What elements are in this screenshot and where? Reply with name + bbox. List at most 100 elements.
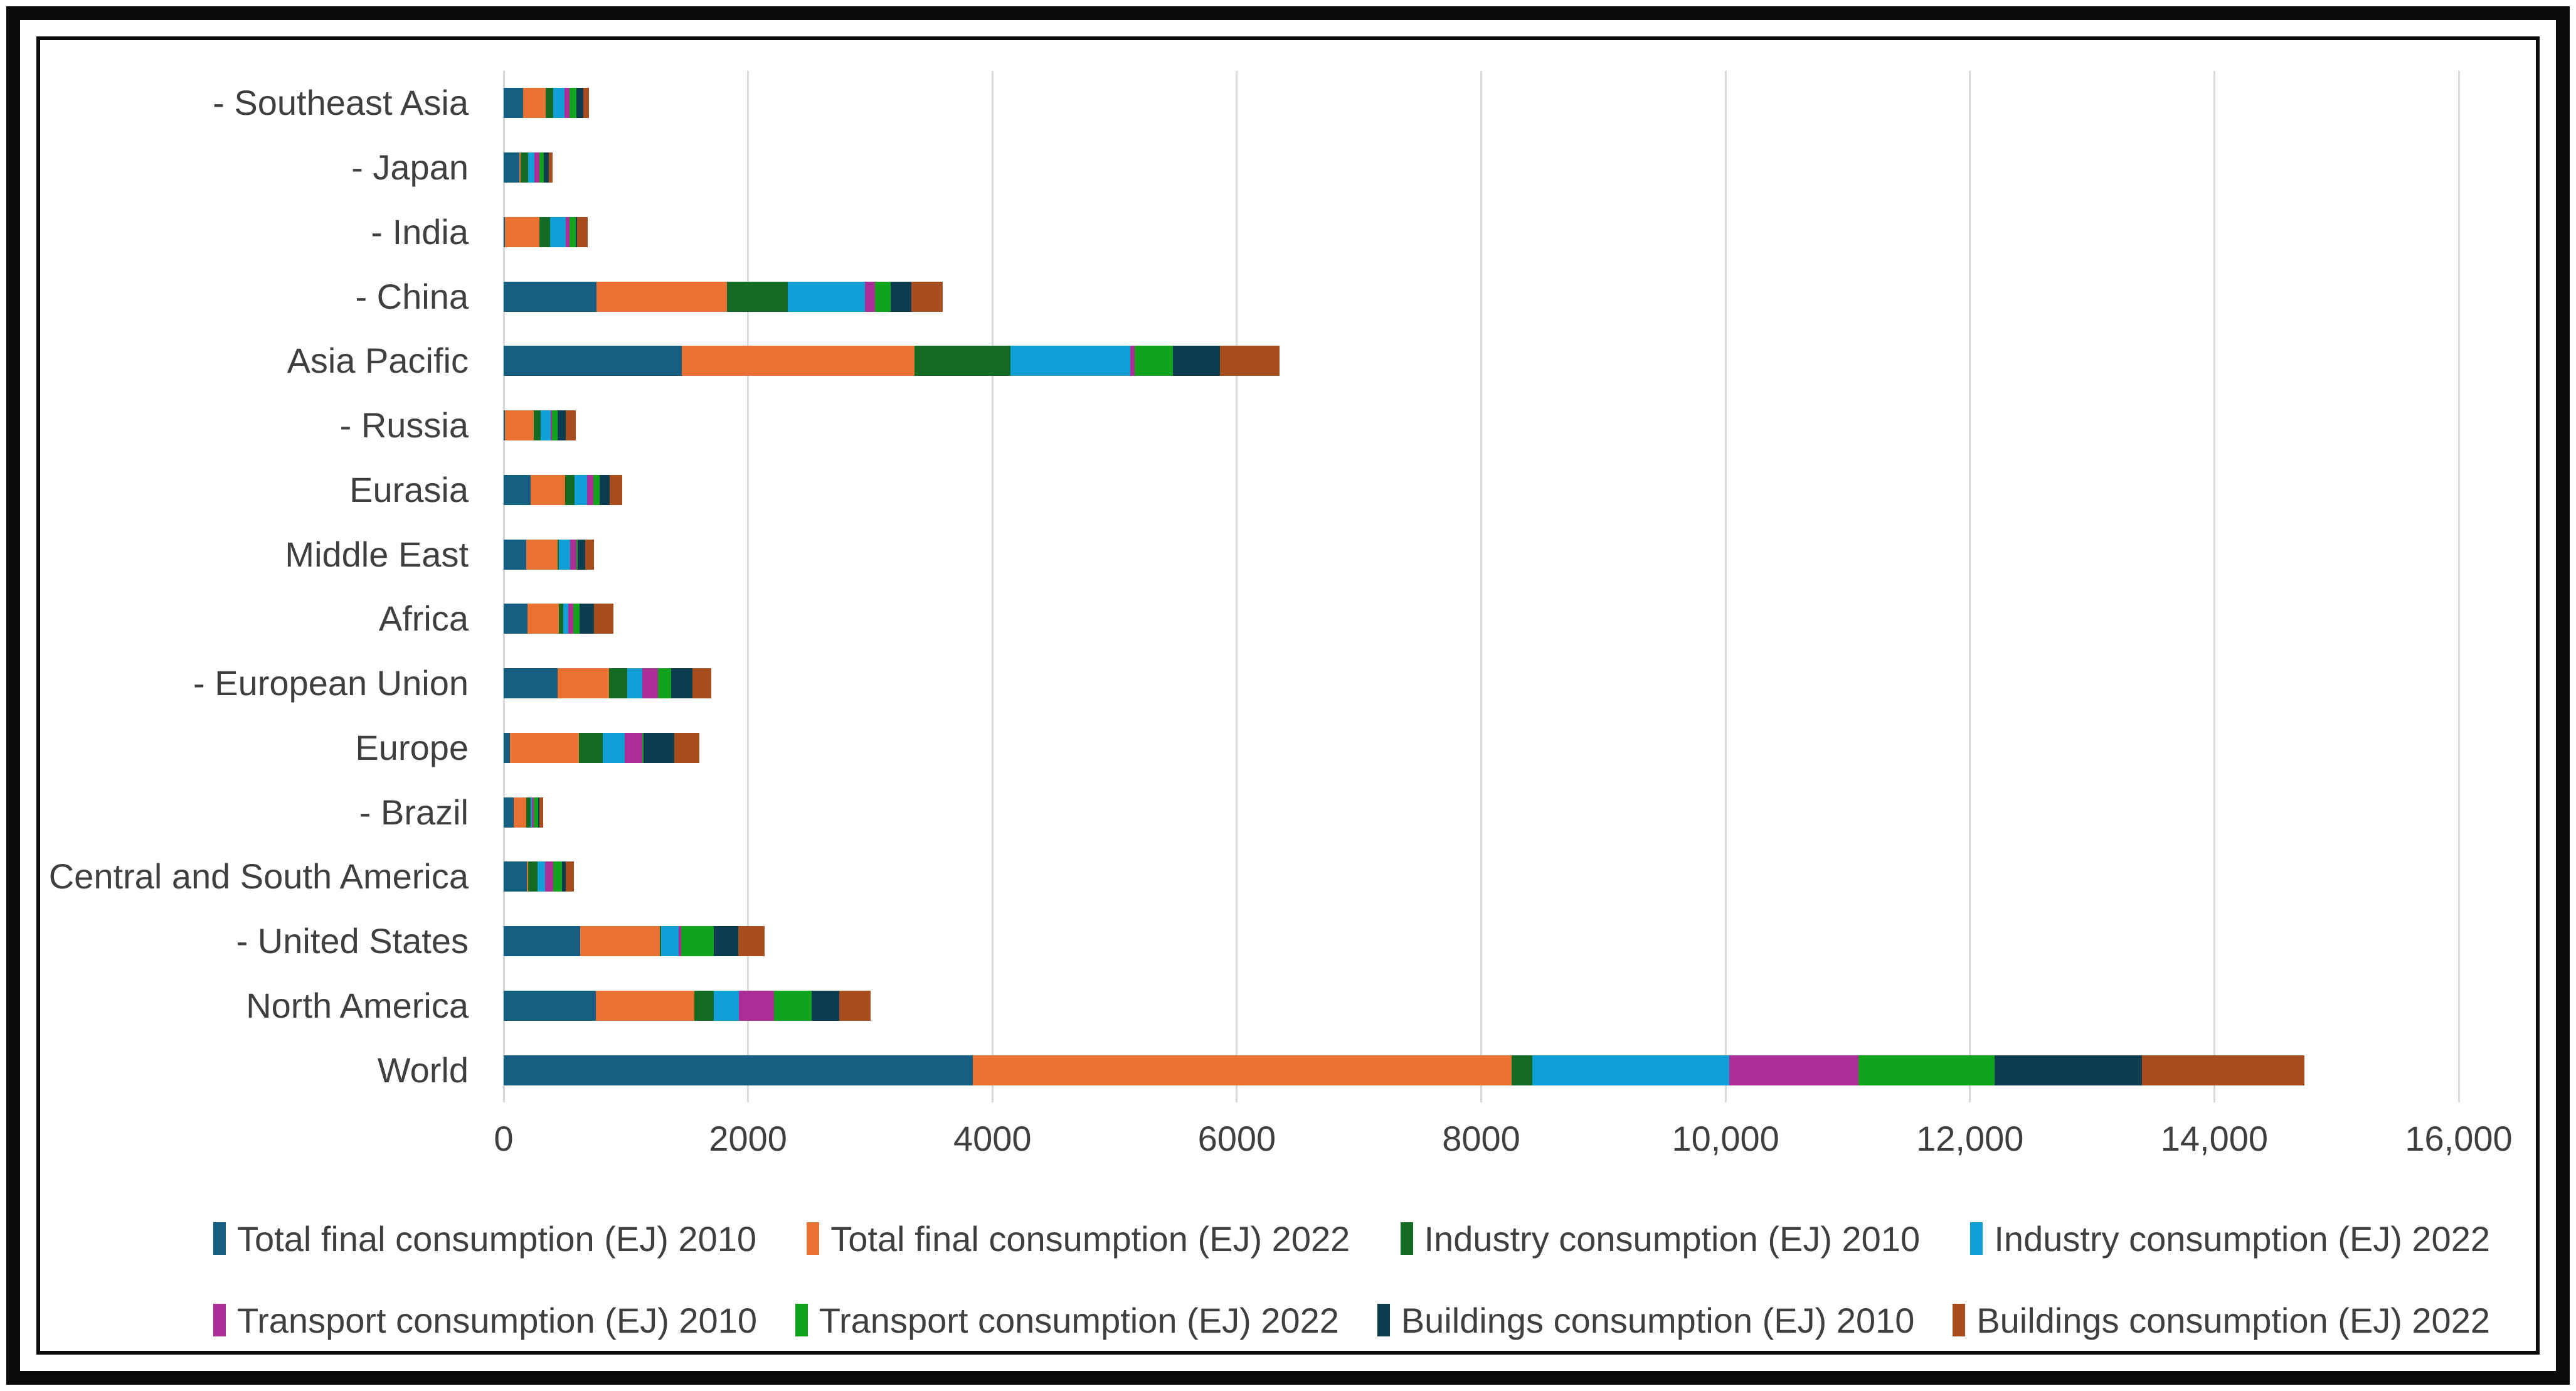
gridline (2457, 71, 2460, 1102)
bar-row (504, 329, 2459, 393)
bar-row (504, 200, 2459, 265)
stacked-bar (504, 604, 614, 634)
bar-segment (549, 152, 553, 183)
bar-row (504, 780, 2459, 845)
bar-segment (714, 990, 739, 1021)
bar-segment (914, 346, 1011, 376)
gridline (1236, 71, 1238, 1102)
stacked-bar (504, 474, 622, 505)
bar-segment (521, 152, 528, 183)
bar-segment (527, 861, 528, 892)
category-label: - Japan (351, 147, 469, 188)
bar-segment (593, 474, 600, 505)
legend-item: Industry consumption (EJ) 2022 (1970, 1218, 2490, 1259)
category-label: - China (355, 276, 469, 316)
bar-segment (609, 668, 627, 699)
bar-segment (530, 474, 566, 505)
category-label: - Russia (339, 405, 469, 445)
bar-segment (580, 926, 660, 957)
legend-label: Industry consumption (EJ) 2022 (1994, 1218, 2490, 1259)
bar-segment (527, 861, 538, 892)
bar-segment (1135, 346, 1173, 376)
bar-segment (566, 216, 570, 247)
bar-segment (682, 346, 914, 376)
bar-segment (576, 216, 588, 247)
bar-segment (527, 604, 559, 634)
bar-segment (545, 861, 553, 892)
bar-segment (738, 926, 765, 957)
legend-marker (807, 1222, 820, 1255)
bar-segment (1729, 1055, 1859, 1085)
bar-segment (911, 281, 943, 312)
category-label: North America (246, 985, 469, 1025)
tick-label: 8000 (1442, 1119, 1520, 1158)
category-label: - United States (236, 921, 469, 961)
bar-segment (1858, 1055, 1995, 1085)
bar-segment (504, 668, 558, 699)
bar-segment (544, 152, 549, 183)
tick-label: 12,000 (1916, 1119, 2024, 1158)
bar-segment (533, 797, 539, 828)
bar-segment (531, 797, 534, 828)
bar-segment (575, 216, 577, 247)
bar-segment (1219, 346, 1280, 376)
legend-marker (213, 1222, 226, 1255)
bar-segment (864, 281, 876, 312)
bar-row (504, 845, 2459, 909)
bar-segment (570, 216, 576, 247)
tick-label: 2000 (709, 1119, 787, 1158)
bar-row (504, 651, 2459, 716)
bar-segment (546, 88, 553, 119)
bar-segment (577, 539, 585, 570)
bar-row (504, 974, 2459, 1038)
category-label: Africa (378, 599, 469, 639)
legend-item: Transport consumption (EJ) 2022 (795, 1300, 1339, 1341)
bar-segment (578, 732, 603, 763)
bar-segment (563, 604, 569, 634)
bar-segment (774, 990, 812, 1021)
bar-segment (570, 88, 576, 119)
bar-segment (504, 539, 527, 570)
legend-marker (213, 1304, 226, 1336)
legend-row: Total final consumption (EJ) 2010 Total f… (213, 1210, 2490, 1267)
bar-row (504, 136, 2459, 200)
bar-segment (1130, 346, 1135, 376)
category-label: Central and South America (48, 856, 469, 897)
legend-label: Industry consumption (EJ) 2010 (1424, 1218, 1921, 1259)
legend-marker (1377, 1304, 1390, 1336)
bar-segment (504, 410, 534, 441)
bar-segment (596, 990, 694, 1021)
legend: Total final consumption (EJ) 2010 Total f… (213, 1210, 2490, 1349)
bar-segment (587, 474, 594, 505)
stacked-bar (504, 926, 765, 957)
bar-segment (558, 604, 564, 634)
bar-segment (504, 88, 524, 119)
bar-segment (583, 88, 590, 119)
legend-marker (1970, 1222, 1983, 1255)
category-label: World (377, 1050, 469, 1090)
bar-segment (557, 668, 610, 699)
bar-segment (553, 861, 563, 892)
bar-segment (539, 152, 544, 183)
bar-segment (574, 474, 588, 505)
legend-marker (795, 1304, 808, 1336)
tick-label: 10,000 (1672, 1119, 1779, 1158)
bar-segment (576, 539, 578, 570)
legend-item: Industry consumption (EJ) 2010 (1400, 1218, 1921, 1259)
bar-row (504, 522, 2459, 587)
bar-segment (694, 990, 714, 1021)
bar-segment (644, 732, 674, 763)
plot-area (502, 71, 2460, 1102)
tick-label: 6000 (1197, 1119, 1276, 1158)
bar-segment (1532, 1055, 1729, 1085)
bar-segment (504, 152, 520, 183)
category-label: - Southeast Asia (213, 83, 469, 123)
bar-segment (504, 732, 510, 763)
bar-segment (1994, 1055, 2143, 1085)
gridline (747, 71, 750, 1102)
legend-label: Buildings consumption (EJ) 2022 (1976, 1300, 2490, 1340)
gridline (1724, 71, 1727, 1102)
stacked-bar (504, 668, 712, 699)
stacked-bar (504, 539, 595, 570)
legend-marker (1953, 1304, 1966, 1336)
